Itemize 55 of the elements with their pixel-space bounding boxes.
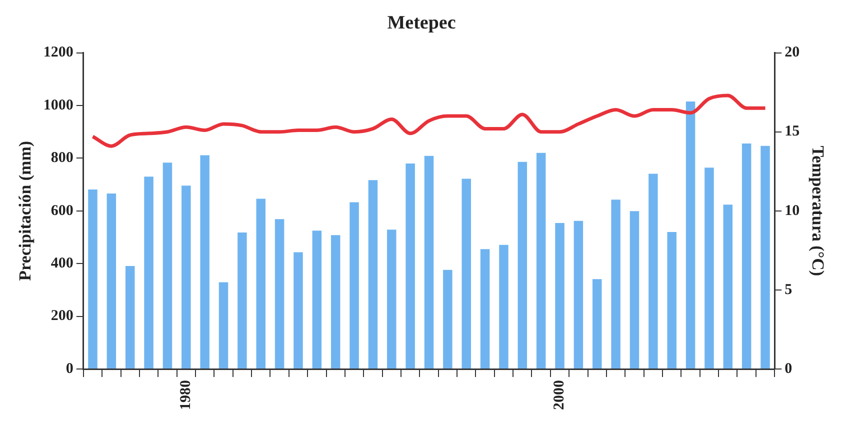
y-tick-label: 800 xyxy=(50,150,74,166)
x-tick-label: 1980 xyxy=(178,380,194,410)
bar xyxy=(760,146,770,368)
bar xyxy=(144,176,154,368)
y-axis-title: Precipitación (mm) xyxy=(16,140,35,281)
y-tick-label: 0 xyxy=(66,360,74,377)
bar xyxy=(536,152,546,368)
bar xyxy=(648,174,658,368)
line-series xyxy=(90,94,768,148)
y-tick-label: 200 xyxy=(50,308,74,324)
bar xyxy=(630,211,640,368)
bar xyxy=(368,180,378,368)
bar xyxy=(480,249,490,368)
bar xyxy=(387,230,396,368)
bar xyxy=(162,162,172,368)
x-tick-label: 2000 xyxy=(552,380,568,410)
bar xyxy=(686,102,696,368)
bar xyxy=(443,270,452,368)
y-tick-label: 1200 xyxy=(43,44,74,61)
y-tick-label: 400 xyxy=(50,255,74,272)
bar xyxy=(704,168,714,368)
bar xyxy=(424,156,434,368)
bar xyxy=(294,252,303,368)
y2-tick-label: 0 xyxy=(784,360,792,377)
y2-axis-title: Temperatura (°C) xyxy=(808,146,828,276)
bar xyxy=(350,202,359,368)
bar xyxy=(182,186,191,368)
bar xyxy=(462,178,471,368)
y2-tick-label: 15 xyxy=(784,124,800,140)
bar xyxy=(218,282,228,368)
bar xyxy=(592,279,602,368)
bar xyxy=(312,230,322,368)
bar xyxy=(125,266,135,368)
bar xyxy=(518,162,528,368)
y-tick-label: 600 xyxy=(50,202,74,219)
bar xyxy=(555,223,564,368)
bar xyxy=(256,198,266,368)
bar xyxy=(723,204,733,368)
chart-title: Metepec xyxy=(387,12,456,34)
bar xyxy=(238,232,247,368)
bar xyxy=(106,194,116,368)
y2-tick-label: 20 xyxy=(784,44,800,61)
y2-tick-label: 5 xyxy=(784,282,792,298)
bar xyxy=(667,232,676,368)
y-tick-label: 1000 xyxy=(43,97,74,114)
bar xyxy=(611,200,620,368)
bar xyxy=(742,143,752,368)
bar xyxy=(406,163,415,368)
bar xyxy=(499,244,508,368)
bar xyxy=(200,155,210,368)
bar xyxy=(274,219,284,368)
bar xyxy=(88,190,98,368)
bar xyxy=(574,220,584,368)
bar xyxy=(330,235,340,368)
y2-tick-label: 10 xyxy=(784,202,800,219)
